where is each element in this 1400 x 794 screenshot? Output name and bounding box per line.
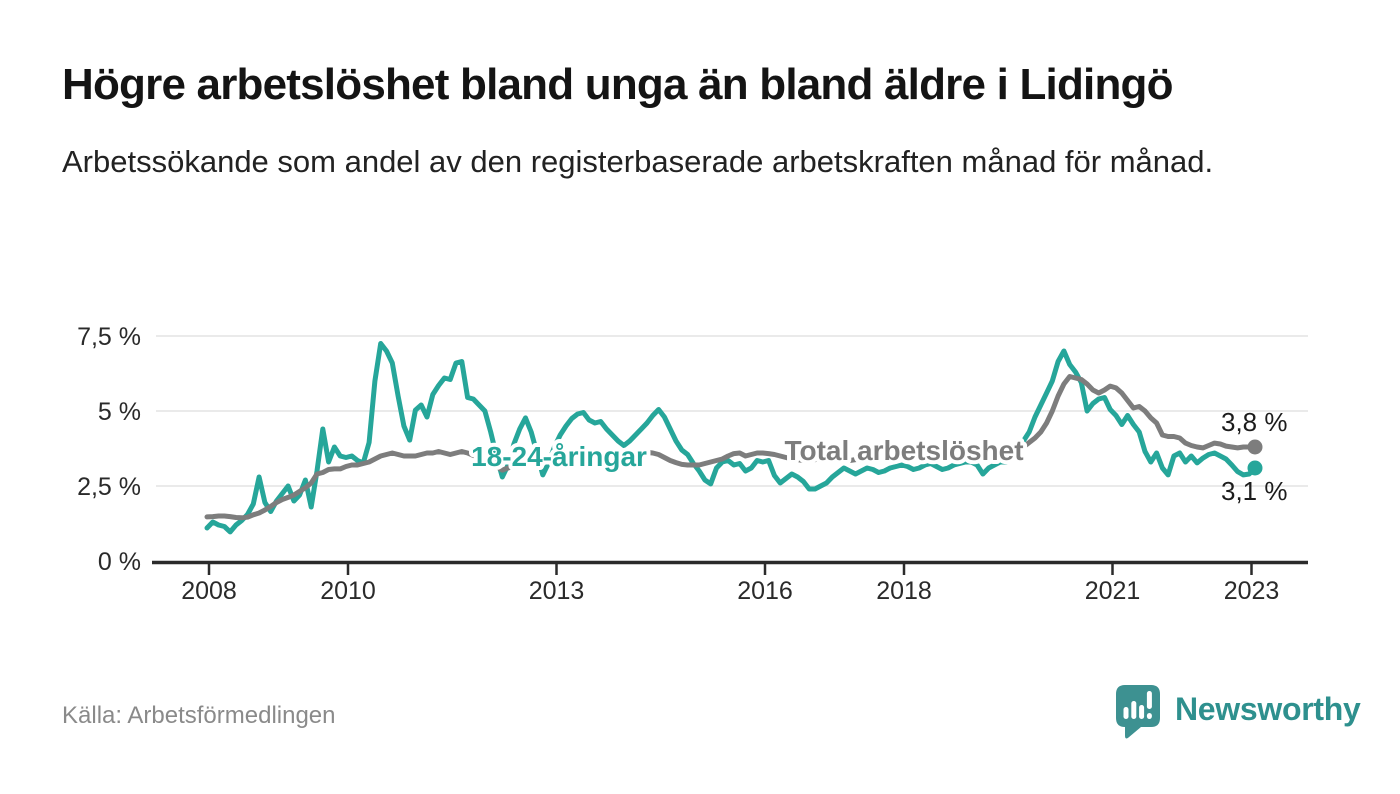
source-attribution: Källa: Arbetsförmedlingen	[62, 702, 336, 729]
newsworthy-logo: Newsworthy	[1113, 684, 1361, 741]
x-tick-label: 2013	[529, 577, 585, 605]
x-tick-label: 2021	[1085, 577, 1141, 605]
series-inline-labels-group: 18-24-åringar Total arbetslöshet	[467, 431, 1027, 476]
series-line-1	[204, 374, 1258, 521]
x-axis-group	[152, 560, 1308, 575]
y-tick-label: 0 %	[98, 548, 141, 576]
series-end-value-labels-group: 3,1 % 3,8 %	[1221, 407, 1288, 506]
series-end-dots-group	[1247, 439, 1263, 476]
series-end-dot-1	[1247, 439, 1263, 455]
x-tick-label: 2023	[1224, 577, 1280, 605]
series-inline-label-1: Total arbetslöshet	[784, 435, 1023, 466]
speech-bubble-bar-chart-icon	[1116, 685, 1160, 739]
series-lines-group	[204, 341, 1258, 535]
series-end-value-label-1: 3,8 %	[1221, 407, 1288, 437]
y-tick-label: 2,5 %	[77, 473, 141, 501]
series-inline-label-0: 18-24-åringar	[471, 441, 647, 472]
chart-header: Högre arbetslöshet bland unga än bland ä…	[62, 56, 1213, 183]
x-tick-label: 2016	[737, 577, 793, 605]
series-end-dot-0	[1247, 460, 1263, 476]
y-tick-label: 5 %	[98, 398, 141, 426]
y-tick-labels-group: 0 % 2,5 % 5 % 7,5 %	[77, 323, 141, 576]
gridlines-group	[156, 335, 1308, 487]
x-tick-label: 2010	[320, 577, 376, 605]
series-line-0	[204, 341, 1258, 535]
newsworthy-wordmark: Newsworthy	[1175, 691, 1361, 727]
y-tick-label: 7,5 %	[77, 323, 141, 351]
x-tick-label: 2008	[181, 577, 237, 605]
x-tick-label: 2018	[876, 577, 932, 605]
page-subtitle: Arbetssökande som andel av den registerb…	[62, 144, 1214, 180]
x-tick-labels-group: 2008 2010 2013 2016 2018 2021 2023	[181, 577, 1279, 605]
series-end-value-label-0: 3,1 %	[1221, 476, 1288, 506]
page-title: Högre arbetslöshet bland unga än bland ä…	[62, 60, 1173, 109]
